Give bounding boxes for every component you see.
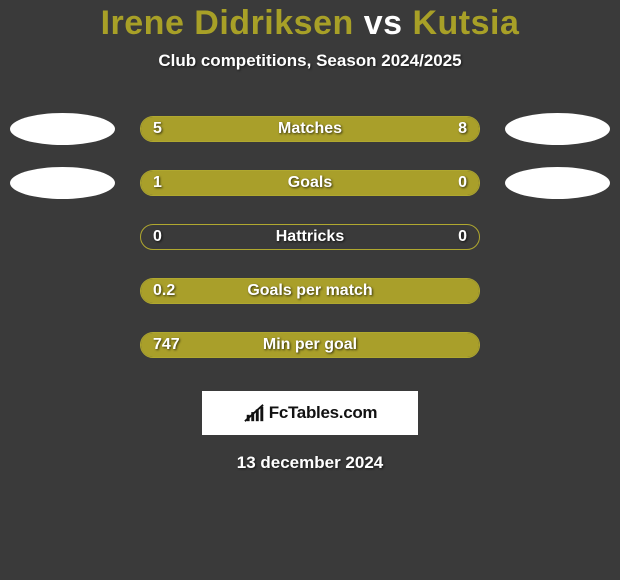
stat-value-right: 0 <box>458 171 467 195</box>
spacer <box>505 221 610 253</box>
stat-row: 0Hattricks0 <box>0 221 620 253</box>
stat-label: Goals per match <box>141 279 479 303</box>
date-text: 13 december 2024 <box>0 453 620 473</box>
player-right-badge <box>505 167 610 199</box>
brand-logo: FcTables.com <box>243 403 378 423</box>
player-right-badge <box>505 113 610 145</box>
stat-row: 0.2Goals per match <box>0 275 620 307</box>
player-left-badge <box>10 113 115 145</box>
comparison-infographic: Irene Didriksen vs Kutsia Club competiti… <box>0 0 620 473</box>
player-right-name: Kutsia <box>412 4 519 42</box>
bar-chart-icon <box>243 403 265 423</box>
stat-rows: 5Matches81Goals00Hattricks00.2Goals per … <box>0 113 620 361</box>
subtitle: Club competitions, Season 2024/2025 <box>0 51 620 71</box>
spacer <box>10 275 115 307</box>
vs-text: vs <box>364 4 403 42</box>
stat-value-right: 0 <box>458 225 467 249</box>
page-title: Irene Didriksen vs Kutsia <box>0 4 620 43</box>
stat-bar: 1Goals0 <box>140 170 480 196</box>
stat-bar: 5Matches8 <box>140 116 480 142</box>
stat-label: Min per goal <box>141 333 479 357</box>
spacer <box>10 329 115 361</box>
stat-label: Goals <box>141 171 479 195</box>
stat-label: Matches <box>141 117 479 141</box>
player-left-name: Irene Didriksen <box>101 4 354 42</box>
stat-value-right: 8 <box>458 117 467 141</box>
stat-bar: 0Hattricks0 <box>140 224 480 250</box>
brand-text: FcTables.com <box>269 403 378 423</box>
spacer <box>10 221 115 253</box>
stat-row: 747Min per goal <box>0 329 620 361</box>
stat-bar: 0.2Goals per match <box>140 278 480 304</box>
spacer <box>505 275 610 307</box>
player-left-badge <box>10 167 115 199</box>
stat-label: Hattricks <box>141 225 479 249</box>
stat-bar: 747Min per goal <box>140 332 480 358</box>
stat-row: 5Matches8 <box>0 113 620 145</box>
spacer <box>505 329 610 361</box>
stat-row: 1Goals0 <box>0 167 620 199</box>
brand-box: FcTables.com <box>202 391 418 435</box>
